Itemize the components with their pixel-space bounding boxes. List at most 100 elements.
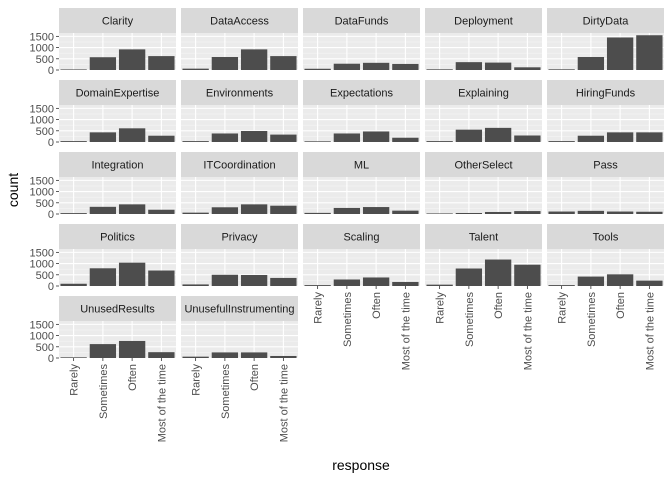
bar: [606, 274, 634, 286]
bar: [392, 210, 419, 214]
bar: [240, 49, 268, 70]
bar: [211, 56, 239, 70]
y-tick-label: 500: [36, 126, 54, 138]
bar: [182, 356, 209, 358]
bar: [362, 62, 390, 70]
facet-strip-label: Integration: [92, 160, 144, 172]
facet-panel: ITCoordination: [181, 152, 298, 215]
bar: [118, 262, 146, 286]
bar: [270, 56, 297, 70]
bar: [89, 206, 117, 214]
bar: [392, 281, 419, 286]
y-tick-label: 1500: [30, 31, 54, 43]
y-tick-label: 500: [36, 198, 54, 210]
panel-background: [425, 177, 542, 214]
bar: [514, 67, 541, 70]
bar: [148, 209, 175, 214]
bar: [211, 207, 239, 214]
y-tick-label: 1500: [30, 319, 54, 331]
facet-strip: [59, 224, 176, 249]
facet-strip: [303, 80, 420, 105]
bar: [60, 357, 87, 358]
x-tick-label: Often: [615, 292, 627, 319]
x-axis-title: response: [332, 457, 390, 473]
bar: [148, 56, 175, 70]
facet-strip: [303, 224, 420, 249]
facet-panel: Deployment: [425, 8, 542, 71]
facet-strip-label: Politics: [100, 232, 135, 244]
bar: [304, 285, 331, 286]
bar: [514, 211, 541, 214]
bar: [333, 63, 361, 70]
x-tick-label: Sometimes: [586, 292, 598, 348]
bar: [426, 69, 453, 70]
facet-strip-label: DirtyData: [583, 16, 630, 28]
facet-strip-label: Environments: [206, 88, 274, 100]
bar: [270, 355, 297, 358]
facet-panel: DataAccess: [181, 8, 298, 71]
bar: [484, 259, 512, 286]
bar: [455, 268, 483, 286]
panel-background: [303, 33, 420, 70]
bar: [636, 280, 663, 286]
bar: [392, 63, 419, 70]
y-tick-label: 500: [36, 342, 54, 354]
bar: [240, 352, 268, 358]
facet-strip-label: HiringFunds: [576, 88, 636, 100]
facet-strip: [59, 296, 176, 321]
y-tick-label: 1000: [30, 115, 54, 127]
bar: [270, 277, 297, 286]
facet-panel: Talent Rarely Sometimes Often Most of the ti…: [425, 224, 542, 370]
facet-panel: UnusefulInstrumenting Rarely Sometimes Ofte…: [181, 296, 298, 442]
facet-strip-label: DataFunds: [335, 16, 389, 28]
bar: [392, 137, 419, 142]
facet-panel: Tools Rarely Sometimes Often Most of the tim…: [547, 224, 664, 370]
bar: [304, 141, 331, 142]
facet-strip-label: ML: [354, 160, 369, 172]
facet-strip-label: Clarity: [102, 16, 134, 28]
facet-strip: [59, 152, 176, 177]
facet-strip-label: DataAccess: [210, 16, 269, 28]
panel-background: [303, 177, 420, 214]
bar: [304, 68, 331, 70]
facet-strip-label: Explaining: [458, 88, 509, 100]
facet-strip-label: ITCoordination: [203, 160, 275, 172]
y-tick-label: 1000: [30, 43, 54, 55]
y-tick-label: 0: [48, 65, 54, 77]
facet-strip: [547, 152, 664, 177]
bar: [182, 68, 209, 70]
panel-background: [303, 249, 420, 286]
bar: [455, 62, 483, 70]
x-tick-label: Most of the time: [400, 292, 412, 370]
bar: [118, 340, 146, 358]
panel-background: [59, 177, 176, 214]
x-tick-label: Sometimes: [342, 292, 354, 348]
facet-strip-label: Expectations: [330, 88, 393, 100]
bar: [455, 129, 483, 142]
bar: [362, 277, 390, 286]
facet-strip: [59, 80, 176, 105]
bar: [304, 212, 331, 214]
y-tick-label: 1500: [30, 175, 54, 187]
panel-background: [547, 177, 664, 214]
bar: [60, 141, 87, 142]
x-tick-label: Most of the time: [522, 292, 534, 370]
facet-strip-label: Talent: [469, 232, 498, 244]
y-tick-label: 1000: [30, 187, 54, 199]
facet-strip: [181, 224, 298, 249]
facet-strip: [181, 80, 298, 105]
bar: [548, 211, 575, 214]
facet-panel: HiringFunds: [547, 80, 664, 143]
bar: [577, 210, 605, 214]
bar: [606, 211, 634, 214]
y-tick-label: 0: [48, 137, 54, 149]
facet-strip: [547, 80, 664, 105]
facet-strip: [303, 8, 420, 33]
bar: [240, 131, 268, 142]
x-tick-label: Often: [371, 292, 383, 319]
bar: [148, 270, 175, 286]
panel-background: [59, 321, 176, 358]
bar: [636, 211, 663, 214]
